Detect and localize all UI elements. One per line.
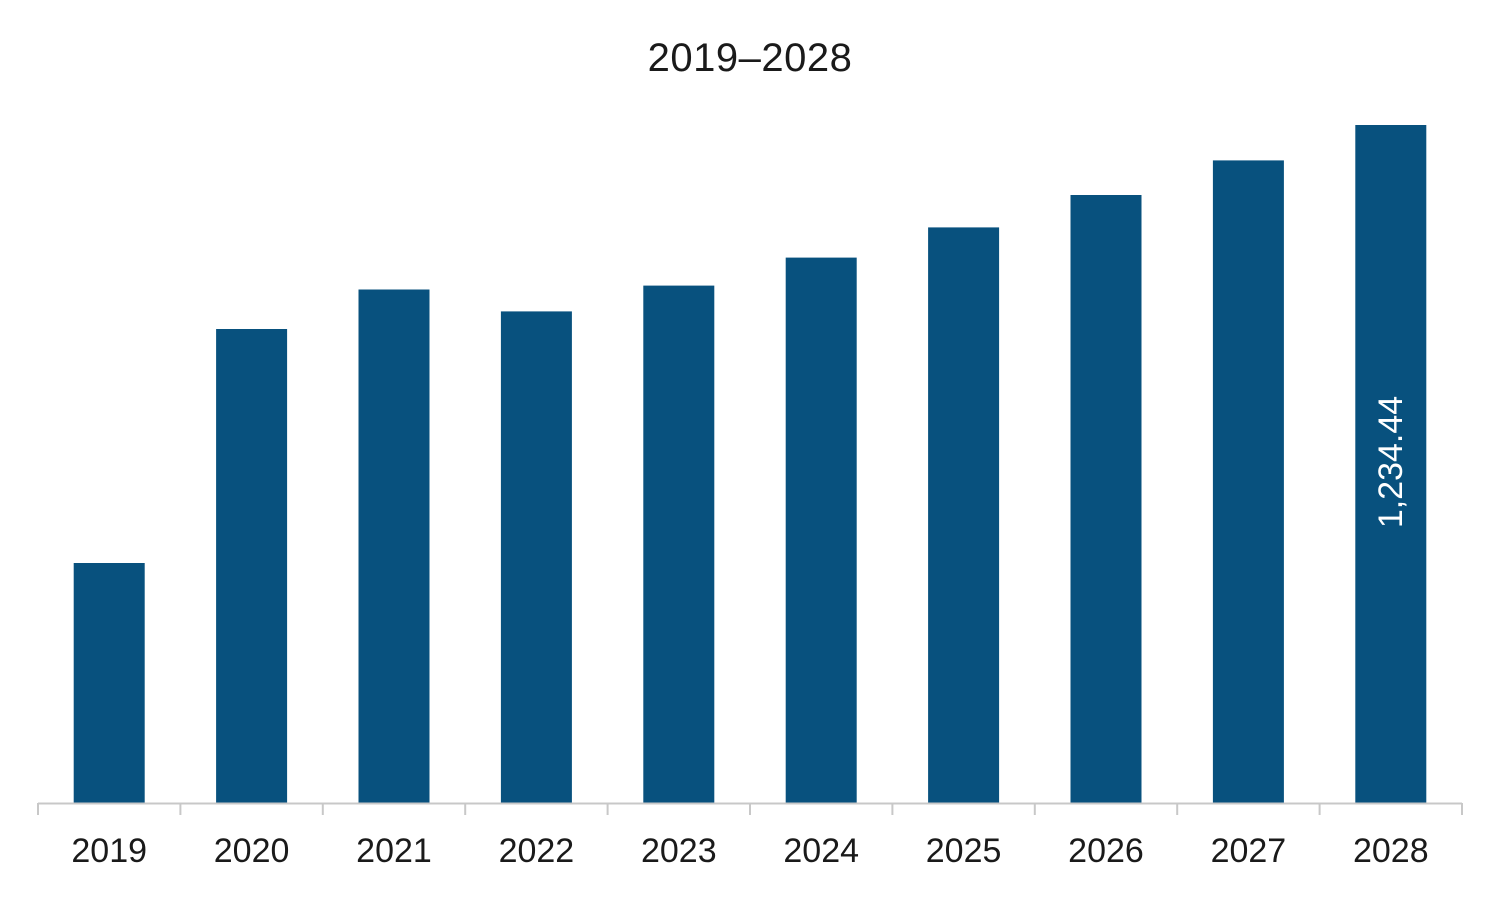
data-labels: 1,234.44 [1372, 396, 1410, 528]
x-tick-label-2023: 2023 [641, 832, 717, 870]
chart-title: 2019–2028 [647, 36, 853, 80]
bar-2025 [928, 227, 1000, 803]
x-tick-label-2025: 2025 [926, 832, 1002, 870]
bar-2026 [1070, 195, 1142, 803]
x-tick-label-2020: 2020 [214, 832, 290, 870]
bar-2027 [1212, 160, 1284, 803]
bar-2019 [73, 563, 145, 803]
bar-2028 [1355, 125, 1427, 803]
data-label-2028: 1,234.44 [1372, 396, 1410, 528]
x-tick-labels: 2019 2020 2021 2022 2023 2024 2025 2026 2027 2028 [71, 832, 1428, 870]
bar-2022 [500, 311, 572, 803]
x-tick-label-2022: 2022 [499, 832, 575, 870]
bar-2021 [358, 289, 430, 803]
x-tick-label-2021: 2021 [356, 832, 432, 870]
x-axis [37, 802, 1463, 815]
x-tick-label-2024: 2024 [783, 832, 859, 870]
x-tick-label-2028: 2028 [1353, 832, 1429, 870]
x-tick-label-2019: 2019 [71, 832, 147, 870]
bar-2020 [216, 329, 288, 803]
bars-group [73, 125, 1427, 804]
x-tick-label-2027: 2027 [1211, 832, 1287, 870]
x-tick-label-2026: 2026 [1068, 832, 1144, 870]
bar-2024 [785, 257, 857, 804]
bar-2023 [643, 285, 715, 804]
